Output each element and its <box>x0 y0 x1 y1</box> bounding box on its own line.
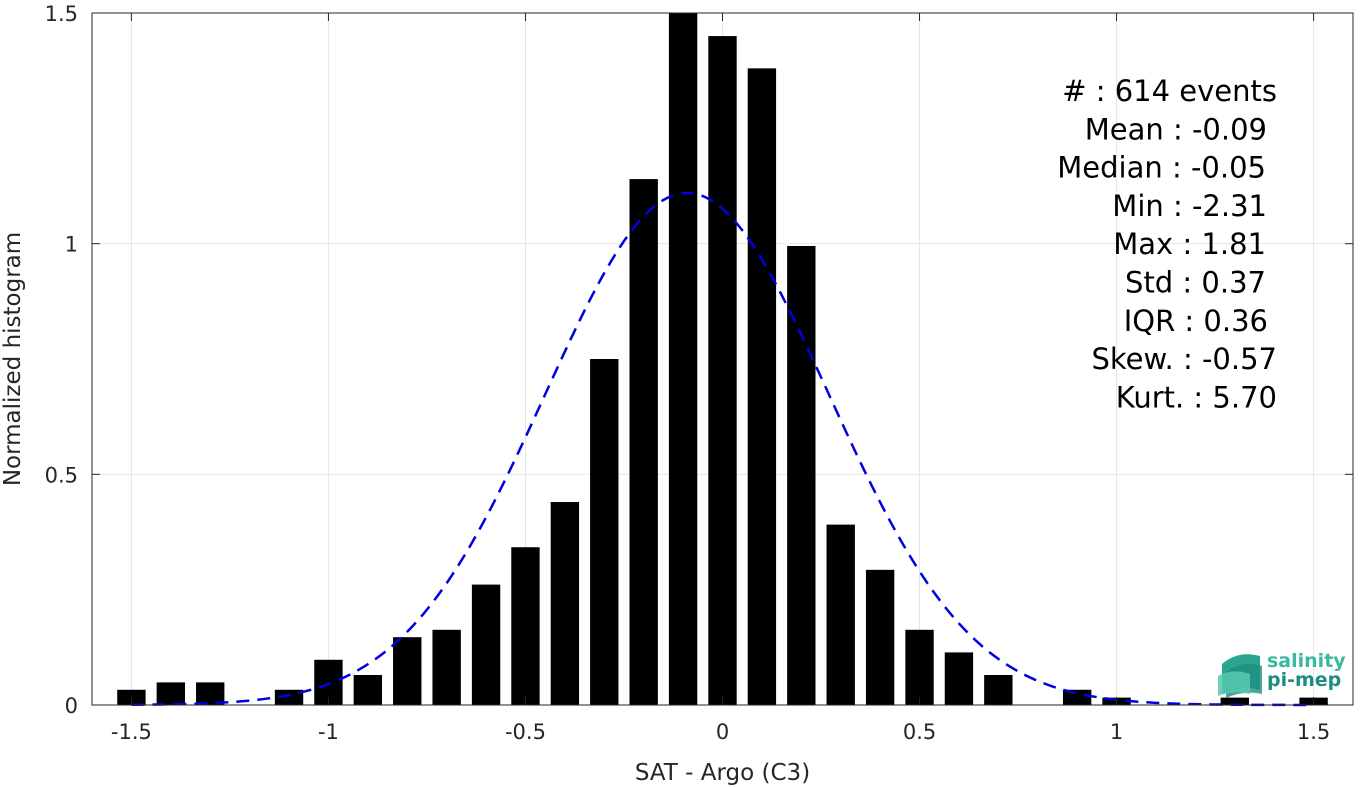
logo-text-pimep: pi-mep <box>1267 669 1341 691</box>
histogram-bar <box>708 36 737 706</box>
histogram-bar <box>511 547 540 705</box>
histogram-bar <box>787 245 816 705</box>
x-tick-label: 1 <box>1110 720 1123 744</box>
histogram-bar <box>1220 697 1249 705</box>
histogram-bar <box>432 629 461 705</box>
stat-line: Mean : -0.09 <box>1085 112 1267 146</box>
histogram-bar <box>353 675 383 705</box>
histogram-bar <box>550 502 580 705</box>
y-tick-label: 1 <box>65 233 78 257</box>
salinity-pimep-logo: salinity pi-mep <box>1218 650 1346 698</box>
histogram-bar <box>747 68 777 706</box>
histogram-bar <box>393 637 422 705</box>
stat-line: Kurt. : 5.70 <box>1116 380 1277 414</box>
x-tick-labels: -1.5 -1 -0.5 0 0.5 1 1.5 <box>111 720 1330 744</box>
statistics-annotation: # : 614 events Mean : -0.09 Median : -0.05… <box>1057 74 1277 414</box>
histogram-bar <box>196 682 225 705</box>
y-tick-label: 0 <box>65 694 78 718</box>
x-tick-label: 0.5 <box>903 720 936 744</box>
histogram-bar <box>629 179 658 705</box>
logo-text-salinity: salinity <box>1267 650 1346 672</box>
stat-line: IQR : 0.36 <box>1124 304 1268 338</box>
x-tick-label: -0.5 <box>505 720 546 744</box>
histogram-bar <box>668 13 698 705</box>
axis-ticks <box>92 12 1353 706</box>
histogram-bar <box>984 675 1013 705</box>
x-tick-label: 1.5 <box>1297 720 1330 744</box>
y-axis-label: Normalized histogram <box>0 232 26 486</box>
y-tick-label: 0.5 <box>45 463 78 487</box>
histogram-bar <box>471 584 501 705</box>
histogram-bar <box>865 569 895 705</box>
x-tick-label: 0 <box>716 720 729 744</box>
y-tick-label: 1.5 <box>45 2 78 26</box>
histogram-bar <box>274 689 304 705</box>
histogram-bar <box>826 524 855 705</box>
histogram-bar <box>944 652 974 705</box>
histogram-bar <box>590 359 619 705</box>
logo-wave-icon <box>1218 654 1262 698</box>
stat-line: Min : -2.31 <box>1112 189 1267 223</box>
stat-line: # : 614 events <box>1062 74 1277 108</box>
y-tick-labels: 0 0.5 1 1.5 <box>45 2 78 718</box>
x-tick-label: -1 <box>318 720 339 744</box>
histogram-bar <box>156 682 185 705</box>
histogram-bar <box>905 629 934 705</box>
stat-line: Skew. : -0.57 <box>1091 342 1277 376</box>
stat-line: Std : 0.37 <box>1125 266 1266 300</box>
stat-line: Median : -0.05 <box>1057 151 1266 185</box>
x-tick-label: -1.5 <box>111 720 152 744</box>
stat-line: Max : 1.81 <box>1113 227 1266 261</box>
x-axis-label: SAT - Argo (C3) <box>635 760 810 786</box>
histogram-bars <box>117 13 1328 706</box>
